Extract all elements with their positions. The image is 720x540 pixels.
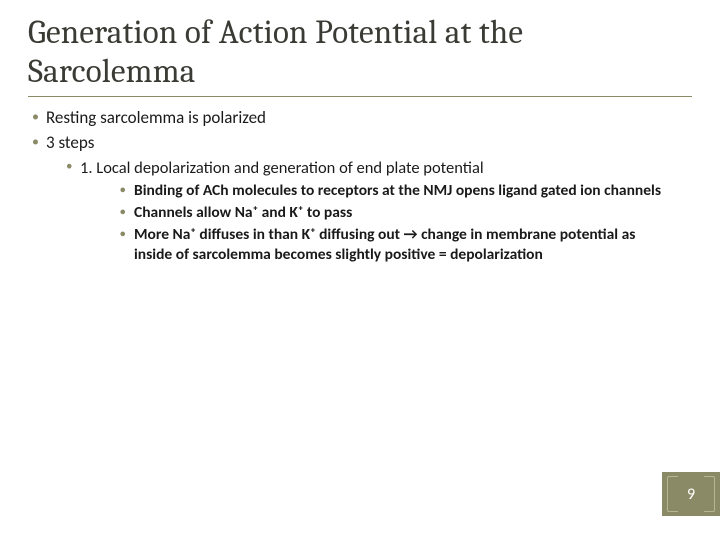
page-number: 9 <box>687 485 695 504</box>
list-item: 1. Local depolarization and generation o… <box>46 157 692 266</box>
bullet-list-level2: 1. Local depolarization and generation o… <box>46 157 692 266</box>
list-item: Binding of ACh molecules to receptors at… <box>80 181 692 201</box>
list-item-text: 3 steps <box>46 132 94 153</box>
list-item: More Na⁺ diffuses in than K⁺ diffusing o… <box>80 225 692 265</box>
list-item: Resting sarcolemma is polarized <box>28 107 692 130</box>
slide-title: Generation of Action Potential at the Sa… <box>28 14 692 97</box>
bullet-list-level1: Resting sarcolemma is polarized 3 steps … <box>28 107 692 266</box>
page-number-badge: 9 <box>662 472 720 516</box>
bullet-list-level3: Binding of ACh molecules to receptors at… <box>80 181 692 266</box>
list-item: 3 steps 1. Local depolarization and gene… <box>28 132 692 266</box>
list-item-text: 1. Local depolarization and generation o… <box>80 158 484 178</box>
list-item: Channels allow Na⁺ and K⁺ to pass <box>80 203 692 223</box>
slide: Generation of Action Potential at the Sa… <box>0 0 720 540</box>
